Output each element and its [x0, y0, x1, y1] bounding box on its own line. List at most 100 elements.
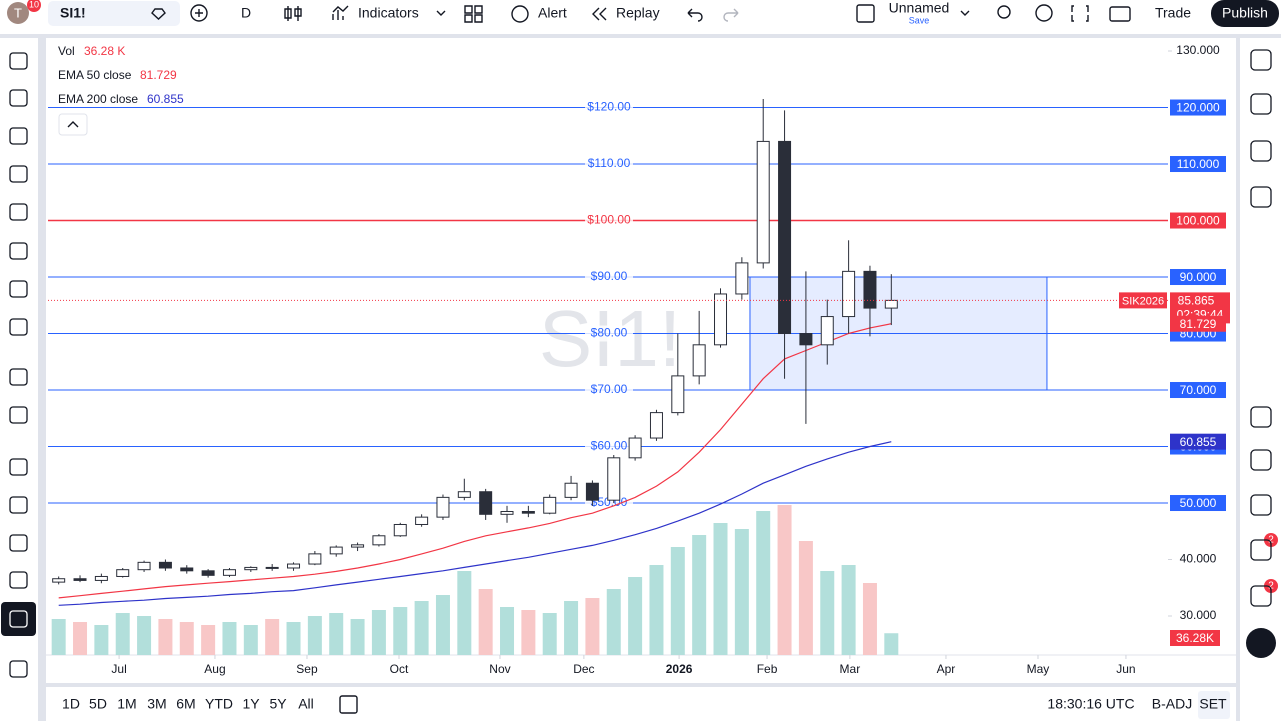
redo[interactable] [723, 8, 739, 22]
volume-bar [798, 541, 813, 655]
candle-body [73, 578, 87, 581]
interval[interactable]: D [241, 5, 251, 21]
range-button[interactable]: 1Y [242, 696, 260, 712]
x-tick-label: 2026 [666, 662, 693, 676]
axis-badge [1170, 99, 1226, 116]
trade[interactable]: Trade [1155, 5, 1191, 21]
sidebar-icon[interactable] [1250, 585, 1272, 607]
indicators[interactable]: Indicators [358, 5, 419, 21]
sidebar-icon[interactable] [1250, 406, 1272, 428]
range-button[interactable]: 5Y [269, 696, 287, 712]
sidebar-icon[interactable] [1250, 49, 1272, 71]
tool-icon[interactable] [9, 368, 28, 386]
sidebar-icon[interactable] [1250, 186, 1272, 208]
tool-icon[interactable] [9, 406, 28, 424]
volume-bar [435, 595, 450, 655]
volume-bar [94, 625, 109, 655]
layout-save[interactable]: Save [909, 15, 930, 25]
volume-bar [606, 589, 621, 655]
range-button[interactable]: 5D [89, 696, 107, 712]
tool-icon[interactable] [9, 458, 28, 476]
axis-badge [1170, 269, 1226, 286]
snapshot-icon[interactable] [1109, 6, 1131, 22]
sidebar-icon[interactable] [1250, 140, 1272, 162]
tool-icon[interactable] [9, 203, 28, 221]
alert[interactable]: Alert [538, 5, 567, 21]
date-range-icon[interactable] [339, 695, 358, 714]
tool-icon[interactable] [9, 571, 28, 589]
symbol-badge-label: SIK2026 [1122, 295, 1164, 307]
tool-icon[interactable] [9, 280, 28, 298]
fullscreen-icon[interactable] [1071, 5, 1089, 22]
tool-icon[interactable] [9, 610, 28, 628]
undo[interactable] [687, 8, 703, 22]
chart-type[interactable] [284, 6, 302, 21]
search-icon[interactable] [997, 5, 1011, 19]
sidebar-icon[interactable] [1250, 494, 1272, 516]
session-button[interactable] [1198, 691, 1230, 719]
tool-icon[interactable] [9, 165, 28, 183]
tool-icon[interactable] [9, 52, 28, 70]
tool-icon[interactable] [9, 127, 28, 145]
publish-button[interactable] [1211, 0, 1279, 27]
candle-body [585, 482, 599, 501]
candle-body [692, 344, 706, 377]
legend-collapse[interactable] [58, 113, 88, 136]
layout-name[interactable]: Unnamed [889, 0, 950, 16]
candle-body [287, 563, 301, 569]
sidebar-icon[interactable] [1250, 93, 1272, 115]
candle-body [756, 140, 770, 264]
x-tick-label: Jul [111, 662, 126, 676]
layout-checkbox[interactable] [856, 4, 875, 23]
range-button[interactable]: 1D [62, 696, 80, 712]
range-button[interactable]: 6M [176, 696, 195, 712]
candle-body [158, 561, 172, 569]
tool-icon[interactable] [9, 496, 28, 514]
ema-line [58, 323, 892, 599]
x-tick-label: Dec [573, 662, 594, 676]
x-tick-label: Mar [840, 662, 861, 676]
sidebar-icon[interactable] [1250, 449, 1272, 471]
top-toolbar [0, 0, 1281, 34]
axis-badge-label: 120.000 [1176, 101, 1220, 115]
candle-body [116, 569, 130, 577]
candle-body [628, 437, 642, 459]
volume-bar [414, 601, 429, 655]
templates[interactable] [464, 5, 483, 23]
tool-icon[interactable] [9, 89, 28, 107]
volume-bar [350, 619, 365, 655]
candle-body [436, 496, 450, 518]
range-button[interactable]: 3M [147, 696, 166, 712]
axis-badge [1170, 212, 1226, 229]
replay[interactable]: Replay [616, 5, 660, 21]
layout-dropdown[interactable] [960, 10, 970, 16]
avatar[interactable] [7, 2, 29, 24]
candle-body [778, 140, 792, 335]
tool-icon[interactable] [9, 660, 28, 678]
symbol-search[interactable] [48, 1, 180, 26]
tool-icon[interactable] [9, 318, 28, 336]
line-label: $80.00 [591, 326, 628, 340]
range-button[interactable]: YTD [205, 696, 233, 712]
apps-button[interactable] [1246, 628, 1276, 658]
range-button[interactable]: 1M [117, 696, 136, 712]
volume-bar [820, 571, 835, 655]
candle-body [671, 375, 685, 414]
tool-icon[interactable] [9, 242, 28, 260]
adjustment[interactable]: B-ADJ [1152, 696, 1192, 712]
candle-body [180, 567, 194, 572]
range-button[interactable]: All [298, 696, 314, 712]
volume-bar [521, 610, 536, 655]
settings-icon[interactable] [1035, 4, 1053, 22]
tool-icon[interactable] [9, 534, 28, 552]
line-label-bg [585, 156, 633, 173]
x-tick-label: Feb [757, 662, 778, 676]
sidebar-icon[interactable] [1250, 539, 1272, 561]
indicators-dropdown[interactable] [436, 10, 446, 16]
x-tick-label: Jun [1116, 662, 1135, 676]
volume-bar [628, 577, 643, 655]
volume-bar [670, 547, 685, 655]
y-tick-label: 130.000 [1176, 43, 1220, 57]
add-symbol[interactable] [190, 4, 208, 22]
axis-badge-label: 90.000 [1180, 270, 1217, 284]
